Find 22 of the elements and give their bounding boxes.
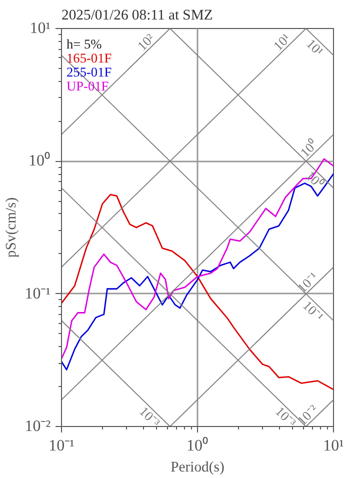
annotation: 10⁻¹: [300, 298, 326, 324]
y-tick-label: 10⁻¹: [24, 285, 51, 302]
annotation: 10¹: [304, 36, 326, 59]
y-axis-title: pSv(cm/s): [4, 197, 20, 258]
text: UP-01F: [66, 78, 109, 94]
y-tick-label: 10¹: [30, 20, 51, 37]
annotation: 10⁰: [297, 136, 321, 160]
annotation: 10⁻³: [136, 404, 163, 430]
x-tick-label: 10⁰: [186, 436, 208, 454]
text: 165-01F: [66, 50, 112, 66]
y-tick-label: 10⁻²: [24, 418, 51, 435]
x-tick-label: 10⁻¹: [48, 438, 75, 454]
x-tick-label: 10¹: [323, 438, 344, 454]
x-axis-title: Period(s): [170, 460, 224, 476]
text: 255-01F: [66, 64, 112, 80]
annotation: 10²: [134, 30, 158, 54]
chart-title: 2025/01/26 08:11 at SMZ: [62, 8, 213, 24]
y-tick-label: 10⁰: [28, 152, 50, 170]
annotation: 10⁰: [302, 168, 326, 192]
annotation: 10⁻¹: [294, 269, 321, 296]
annotation: 10¹: [270, 30, 294, 54]
annotation: h= 5%: [66, 36, 102, 52]
